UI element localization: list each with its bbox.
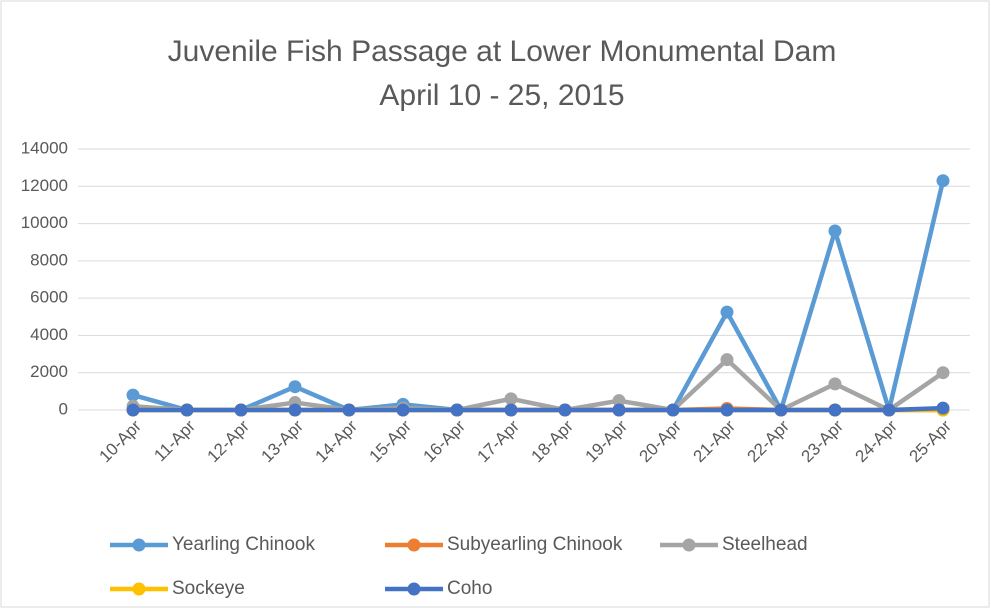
y-tick-label: 14000 xyxy=(21,138,68,157)
data-point xyxy=(828,224,842,238)
data-point xyxy=(288,403,302,417)
y-tick-label: 2000 xyxy=(30,362,68,381)
data-point xyxy=(720,353,734,367)
y-tick-label: 10000 xyxy=(21,213,68,232)
data-point xyxy=(720,403,734,417)
data-point xyxy=(450,403,464,417)
legend-marker xyxy=(407,538,421,552)
data-point xyxy=(126,388,140,402)
chart-subtitle: April 10 - 25, 2015 xyxy=(379,79,624,112)
data-point xyxy=(828,403,842,417)
data-point xyxy=(774,403,788,417)
data-point xyxy=(504,403,518,417)
data-point xyxy=(882,403,896,417)
y-tick-label: 4000 xyxy=(30,325,68,344)
legend-label: Yearling Chinook xyxy=(172,534,315,555)
data-point xyxy=(288,380,302,394)
data-point xyxy=(828,377,842,391)
legend-label: Sockeye xyxy=(172,578,245,599)
chart-title: Juvenile Fish Passage at Lower Monumenta… xyxy=(168,35,837,68)
data-point xyxy=(612,403,626,417)
data-point xyxy=(180,403,194,417)
y-tick-label: 12000 xyxy=(21,176,68,195)
legend-marker xyxy=(682,538,696,552)
data-point xyxy=(504,392,518,406)
data-point xyxy=(558,403,572,417)
legend-marker xyxy=(132,538,146,552)
legend-marker xyxy=(132,582,146,596)
legend-label: Steelhead xyxy=(722,534,808,555)
data-point xyxy=(720,305,734,319)
data-point xyxy=(126,403,140,417)
data-point xyxy=(342,403,356,417)
y-tick-label: 8000 xyxy=(30,250,68,269)
legend-label: Coho xyxy=(447,578,492,599)
data-point xyxy=(936,401,950,415)
data-point xyxy=(612,394,626,408)
series-line xyxy=(132,357,945,413)
data-point xyxy=(396,403,410,417)
legend-marker xyxy=(407,582,421,596)
data-point xyxy=(666,403,680,417)
y-tick-label: 0 xyxy=(59,399,68,418)
series-line xyxy=(133,405,944,413)
data-point xyxy=(234,403,248,417)
y-tick-label: 6000 xyxy=(30,288,68,307)
legend-label: Subyearling Chinook xyxy=(447,534,623,555)
data-point xyxy=(936,366,950,380)
data-point xyxy=(936,174,950,188)
